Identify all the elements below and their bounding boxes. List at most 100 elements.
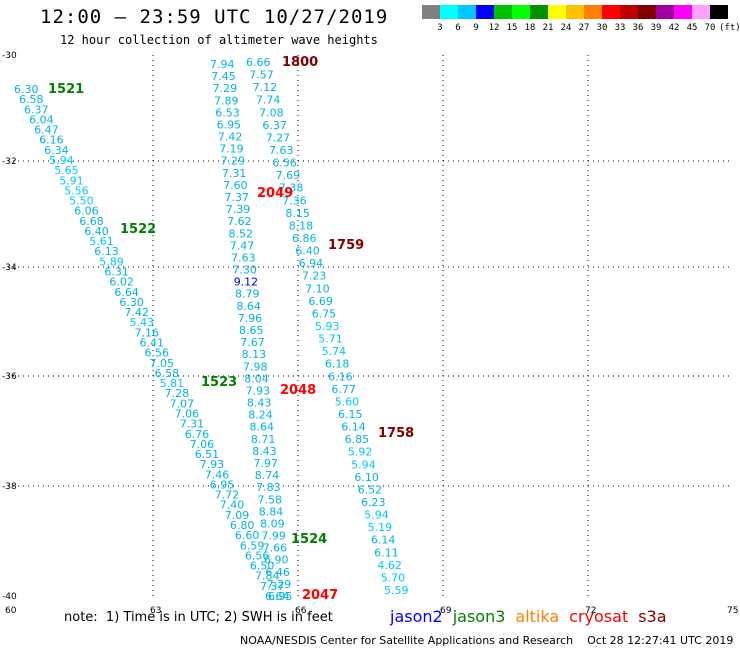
wave-height-value: 8.74 (255, 469, 279, 482)
scale-swatch (620, 5, 638, 19)
wave-height-value: 6.51 (195, 448, 220, 461)
wave-height-value: 7.31 (222, 167, 247, 180)
lon-tick-label: 69 (440, 606, 452, 616)
wave-height-value: 6.13 (94, 245, 119, 258)
wave-height-value: 7.96 (238, 312, 263, 325)
wave-height-value: 7.23 (302, 270, 327, 283)
wave-height-value: 5.56 (64, 184, 89, 197)
wave-height-value: 7.45 (211, 70, 236, 83)
pass-time-label: 1521 (48, 82, 84, 97)
wave-height-value: 8.18 (289, 219, 314, 232)
wave-height-value: 7.60 (223, 179, 248, 192)
scale-swatch (440, 5, 458, 19)
wave-height-value: 6.23 (361, 496, 386, 509)
wave-height-value: 6.56 (245, 549, 270, 562)
wave-height-value: 5.74 (322, 345, 347, 358)
wave-height-value: 5.59 (384, 584, 409, 597)
wave-height-value: 6.41 (140, 337, 165, 350)
wave-height-value: 7.27 (266, 131, 291, 144)
wave-height-value: 7.58 (258, 493, 283, 506)
wave-height-value: 7.62 (227, 215, 252, 228)
wave-height-value: 7.97 (254, 457, 279, 470)
wave-height-value: 7.74 (256, 94, 281, 107)
wave-height-value: 7.39 (226, 203, 251, 216)
wave-height-value: 6.60 (235, 529, 260, 542)
track-1522: 7.947.457.297.896.536.957.427.197.297.31… (210, 58, 293, 603)
lon-tick-label: 63 (150, 606, 161, 616)
scale-label: 3 (437, 23, 443, 33)
wave-height-value: 8.79 (235, 288, 260, 301)
satellite-legend-item: jason2 (390, 607, 443, 626)
wave-height-value: 6.94 (299, 257, 324, 270)
wave-height-value: 5.91 (59, 174, 83, 187)
wave-height-value: 7.37 (260, 580, 285, 593)
wave-height-value: 7.10 (305, 282, 330, 295)
wave-height-value: 5.94 (364, 509, 389, 522)
scale-label: 42 (668, 23, 680, 33)
wave-height-value: 7.98 (243, 360, 268, 373)
map-subtitle: 12 hour collection of altimeter wave hei… (60, 33, 378, 47)
scale-swatch (584, 5, 602, 19)
wave-height-value: 6.58 (155, 367, 180, 380)
wave-height-value: 8.13 (242, 348, 267, 361)
scale-label: 36 (632, 23, 644, 33)
pass-time-label: 1522 (120, 222, 156, 237)
wave-height-value: 6.80 (230, 519, 255, 532)
lat-tick-label: -34 (2, 263, 17, 273)
wave-height-value: 7.08 (259, 106, 284, 119)
wave-height-value: 6.31 (104, 266, 128, 279)
pass-time-label: 1800 (282, 55, 318, 70)
scale-swatch (494, 5, 512, 19)
wave-height-value: 7.66 (263, 542, 288, 555)
wave-height-value: 7.29 (213, 82, 238, 95)
wave-height-value: 6.86 (292, 232, 317, 245)
wave-height-value: 6.58 (19, 93, 44, 106)
lat-tick-label: -32 (2, 157, 17, 167)
track-1521: 6.306.586.376.046.476.166.345.945.655.91… (14, 83, 290, 603)
satellite-legend-item: cryosat (569, 607, 629, 626)
pass-time-label: 1758 (378, 426, 414, 441)
wave-height-value: 6.56 (145, 347, 170, 360)
wave-height-value: 7.46 (205, 468, 230, 481)
wave-height-value: 7.38 (279, 182, 304, 195)
wave-height-value: 6.85 (345, 433, 370, 446)
scale-label: 9 (473, 23, 479, 33)
wave-height-value: 6.02 (109, 276, 133, 289)
satellite-legend-item: altika (515, 607, 560, 626)
wave-height-value: 6.10 (354, 471, 379, 484)
wave-height-value: 6.37 (24, 103, 49, 116)
wave-height-value: 8.15 (285, 207, 310, 220)
wave-height-value: 7.72 (215, 489, 240, 502)
wave-height-value: 5.81 (160, 377, 185, 390)
wave-height-value: 6.76 (185, 428, 210, 441)
scale-swatch (530, 5, 548, 19)
scale-label: 70 (704, 23, 716, 33)
wave-height-value: 7.83 (256, 481, 281, 494)
wave-height-value: 6.37 (262, 119, 287, 132)
lat-tick-label: -38 (2, 482, 17, 492)
lon-tick-label: 66 (295, 606, 307, 616)
scale-label: 30 (596, 23, 608, 33)
scale-label: 6 (455, 23, 461, 33)
scale-label: 24 (560, 23, 572, 33)
wave-height-value: 6.77 (331, 383, 356, 396)
wave-height-value: 5.50 (69, 195, 94, 208)
scale-swatch (422, 5, 440, 19)
wave-height-value: 5.93 (315, 320, 340, 333)
pass-time-label: 2049 (257, 186, 293, 201)
wave-height-value: 7.93 (246, 385, 271, 398)
satellite-tracks: 6.306.586.376.046.476.166.345.945.655.91… (14, 56, 409, 603)
wave-height-value: 6.47 (34, 124, 59, 137)
wave-height-value: 6.52 (358, 483, 383, 496)
lat-tick-label: -40 (2, 592, 17, 602)
pass-time-label: 1759 (328, 238, 364, 253)
wave-height-value: 8.84 (259, 505, 284, 518)
wave-height-value: 7.57 (249, 69, 273, 82)
scale-label: 27 (578, 23, 590, 33)
wave-height-value: 6.59 (240, 539, 265, 552)
scale-label: 33 (614, 23, 626, 33)
wave-height-value: 6.14 (371, 534, 396, 547)
wave-height-value: 5.65 (54, 164, 78, 177)
scale-swatch (512, 5, 530, 19)
scale-label: 45 (686, 23, 698, 33)
